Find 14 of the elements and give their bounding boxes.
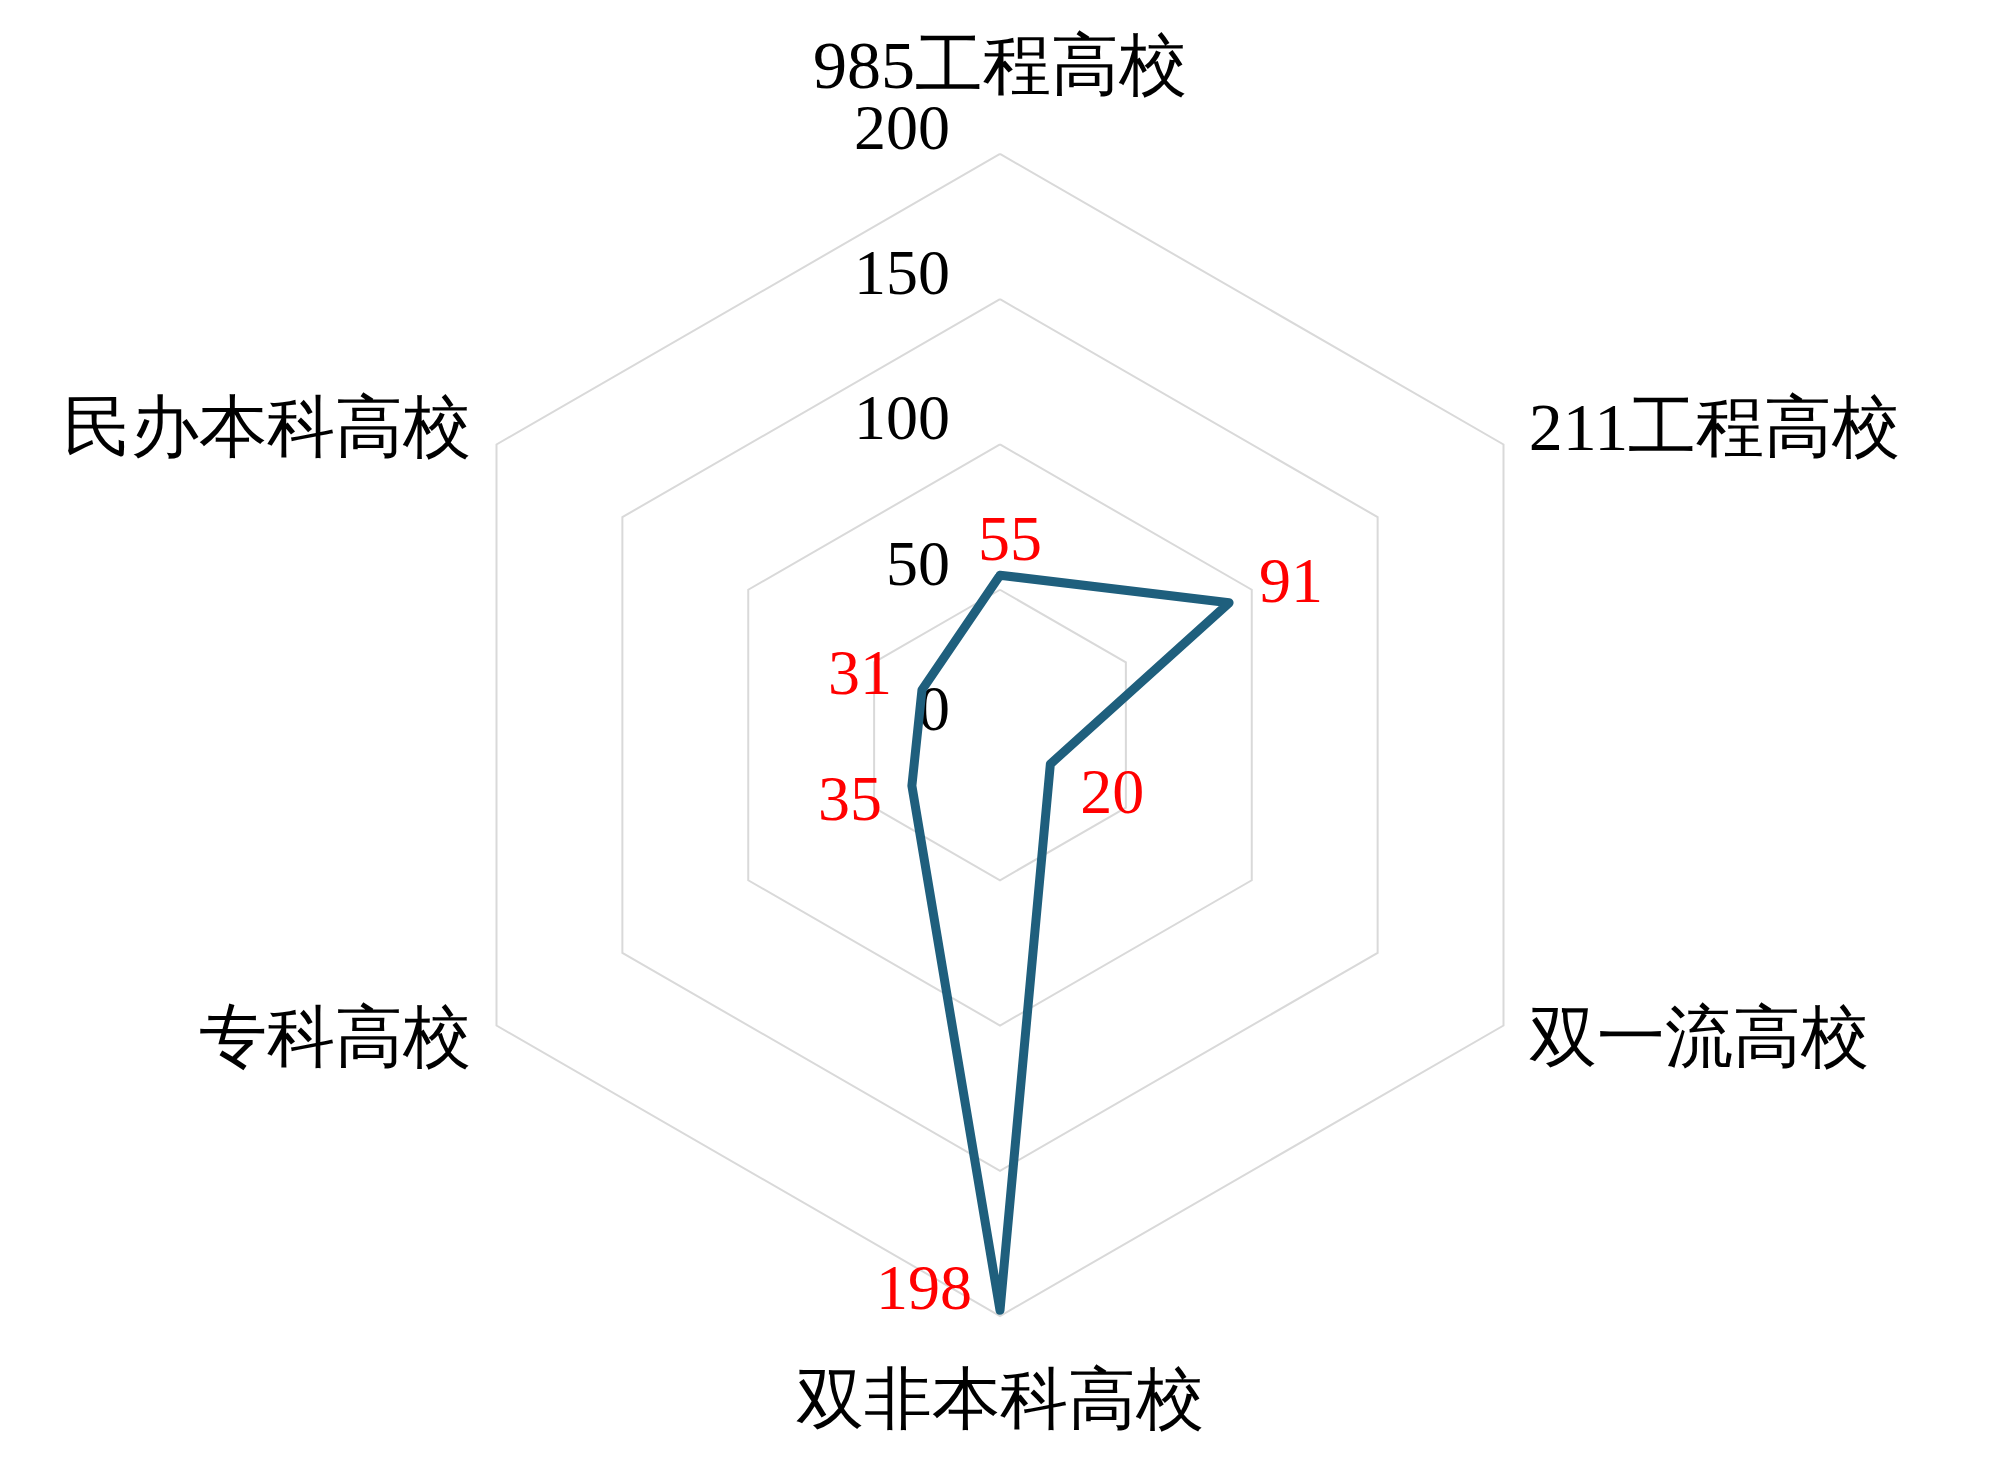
spoke-label: 专科高校 [199, 999, 472, 1076]
data-label: 20 [1080, 756, 1145, 828]
y-tick-label: 150 [854, 237, 950, 309]
data-label: 35 [817, 762, 882, 834]
spoke-label: 双一流高校 [1528, 999, 1869, 1076]
data-label: 91 [1259, 544, 1324, 616]
y-tick-label: 50 [886, 527, 950, 599]
data-label: 198 [876, 1252, 972, 1324]
spoke-label: 211工程高校 [1528, 388, 1901, 465]
data-label: 31 [827, 636, 892, 708]
data-label: 55 [978, 503, 1042, 575]
spoke-label: 民办本科高校 [63, 388, 472, 465]
spoke-label: 双非本科高校 [796, 1361, 1204, 1438]
y-tick-label: 100 [854, 382, 950, 454]
